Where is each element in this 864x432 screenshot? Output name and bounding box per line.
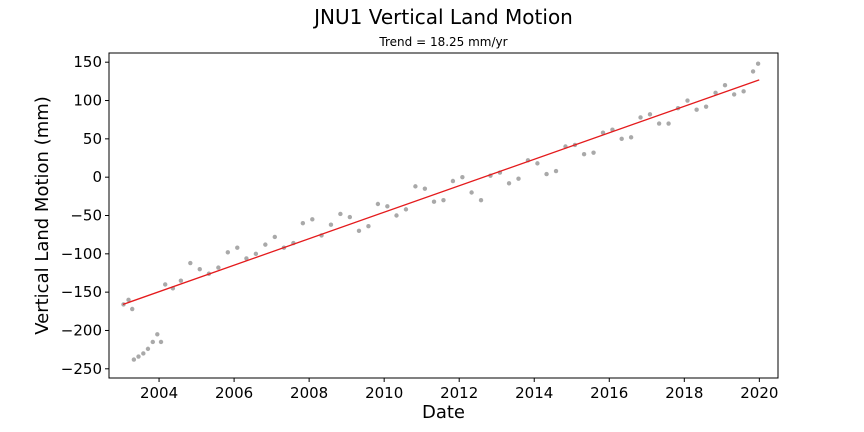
- scatter-point: [638, 115, 643, 120]
- scatter-point: [506, 181, 512, 186]
- scatter-point: [155, 332, 160, 337]
- y-axis: −250 −200 −150 −100 −50 0 50 100 150: [61, 53, 109, 378]
- y-tick-label: −250: [61, 360, 102, 378]
- scatter-point: [158, 339, 164, 345]
- y-tick-label: 100: [73, 92, 102, 110]
- scatter-point: [403, 207, 409, 212]
- scatter-point: [136, 354, 141, 359]
- scatter-point: [713, 90, 718, 96]
- scatter-point: [535, 161, 540, 166]
- x-axis-label: Date: [422, 402, 465, 423]
- x-tick-label: 2014: [515, 384, 553, 402]
- y-tick-label: −150: [61, 283, 102, 301]
- scatter-point: [694, 107, 699, 112]
- y-tick-label: −50: [70, 207, 102, 225]
- scatter-point: [235, 245, 240, 250]
- scatter-point: [741, 89, 746, 94]
- scatter-point: [619, 136, 624, 142]
- x-tick-label: 2016: [590, 384, 628, 402]
- x-tick-label: 2004: [140, 384, 178, 402]
- scatter-point: [750, 69, 756, 74]
- scatter-point: [469, 190, 474, 195]
- scatter-point: [188, 260, 193, 266]
- scatter-point: [441, 197, 446, 203]
- x-tick-label: 2008: [290, 384, 328, 402]
- scatter-point: [422, 186, 428, 191]
- chart-subtitle: Trend = 18.25 mm/yr: [378, 35, 507, 49]
- scatter-point: [178, 278, 184, 283]
- chart-title: JNU1 Vertical Land Motion: [312, 5, 573, 29]
- scatter-point: [460, 174, 465, 180]
- plot-area: [121, 61, 761, 362]
- scatter-point: [591, 150, 596, 155]
- scatter-point: [263, 242, 268, 247]
- scatter-point: [375, 201, 381, 207]
- scatter-point: [413, 184, 418, 189]
- scatter-point: [656, 121, 662, 126]
- scatter-point: [225, 250, 231, 255]
- scatter-point: [553, 168, 559, 174]
- x-tick-label: 2006: [215, 384, 253, 402]
- scatter-point: [647, 112, 653, 117]
- y-tick-label: −100: [61, 245, 102, 263]
- scatter-point: [478, 197, 484, 203]
- scatter-point: [685, 98, 690, 103]
- x-tick-label: 2020: [740, 384, 778, 402]
- scatter-point: [703, 104, 709, 109]
- scatter-point: [431, 199, 437, 204]
- y-tick-label: 150: [73, 53, 102, 71]
- scatter-point: [600, 130, 606, 135]
- scatter-point: [197, 266, 202, 272]
- scatter-point: [581, 151, 587, 157]
- scatter-point: [300, 220, 306, 226]
- scatter-point: [141, 351, 146, 356]
- scatter-point: [755, 61, 761, 66]
- scatter-point: [722, 82, 728, 88]
- scatter-point: [544, 171, 549, 177]
- plot-frame: [108, 52, 779, 379]
- scatter-point: [216, 265, 221, 270]
- x-tick-label: 2012: [440, 384, 478, 402]
- scatter-point: [628, 135, 634, 140]
- scatter-point: [131, 357, 137, 362]
- scatter-point: [366, 224, 371, 229]
- x-tick-label: 2018: [665, 384, 703, 402]
- trend-line: [122, 79, 760, 306]
- scatter-point: [450, 178, 456, 184]
- scatter-point: [338, 211, 343, 217]
- y-tick-label: 0: [92, 168, 102, 186]
- scatter-point: [163, 282, 168, 287]
- scatter-point: [394, 213, 399, 218]
- scatter-point: [310, 217, 315, 222]
- scatter-point: [253, 251, 259, 257]
- y-axis-label: Vertical Land Motion (mm): [32, 96, 53, 335]
- scatter-point: [666, 121, 671, 126]
- y-tick-label: −200: [61, 321, 102, 339]
- scatter-point: [516, 176, 521, 181]
- scatter-point: [328, 222, 334, 227]
- scatter-point: [244, 256, 249, 261]
- scatter-point: [347, 214, 353, 220]
- scatter-point: [356, 228, 362, 234]
- scatter-point: [150, 339, 155, 345]
- x-axis: 2004 2006 2008 2010 2012 2014 2016 2018 2020: [140, 378, 778, 402]
- scatter-point: [731, 92, 737, 97]
- scatter-point: [272, 234, 277, 240]
- x-tick-label: 2010: [365, 384, 403, 402]
- scatter-point: [385, 204, 390, 209]
- scatter-point: [145, 346, 151, 352]
- scatter-point: [130, 306, 135, 312]
- scatter-point: [126, 297, 131, 303]
- y-tick-label: 50: [83, 130, 102, 148]
